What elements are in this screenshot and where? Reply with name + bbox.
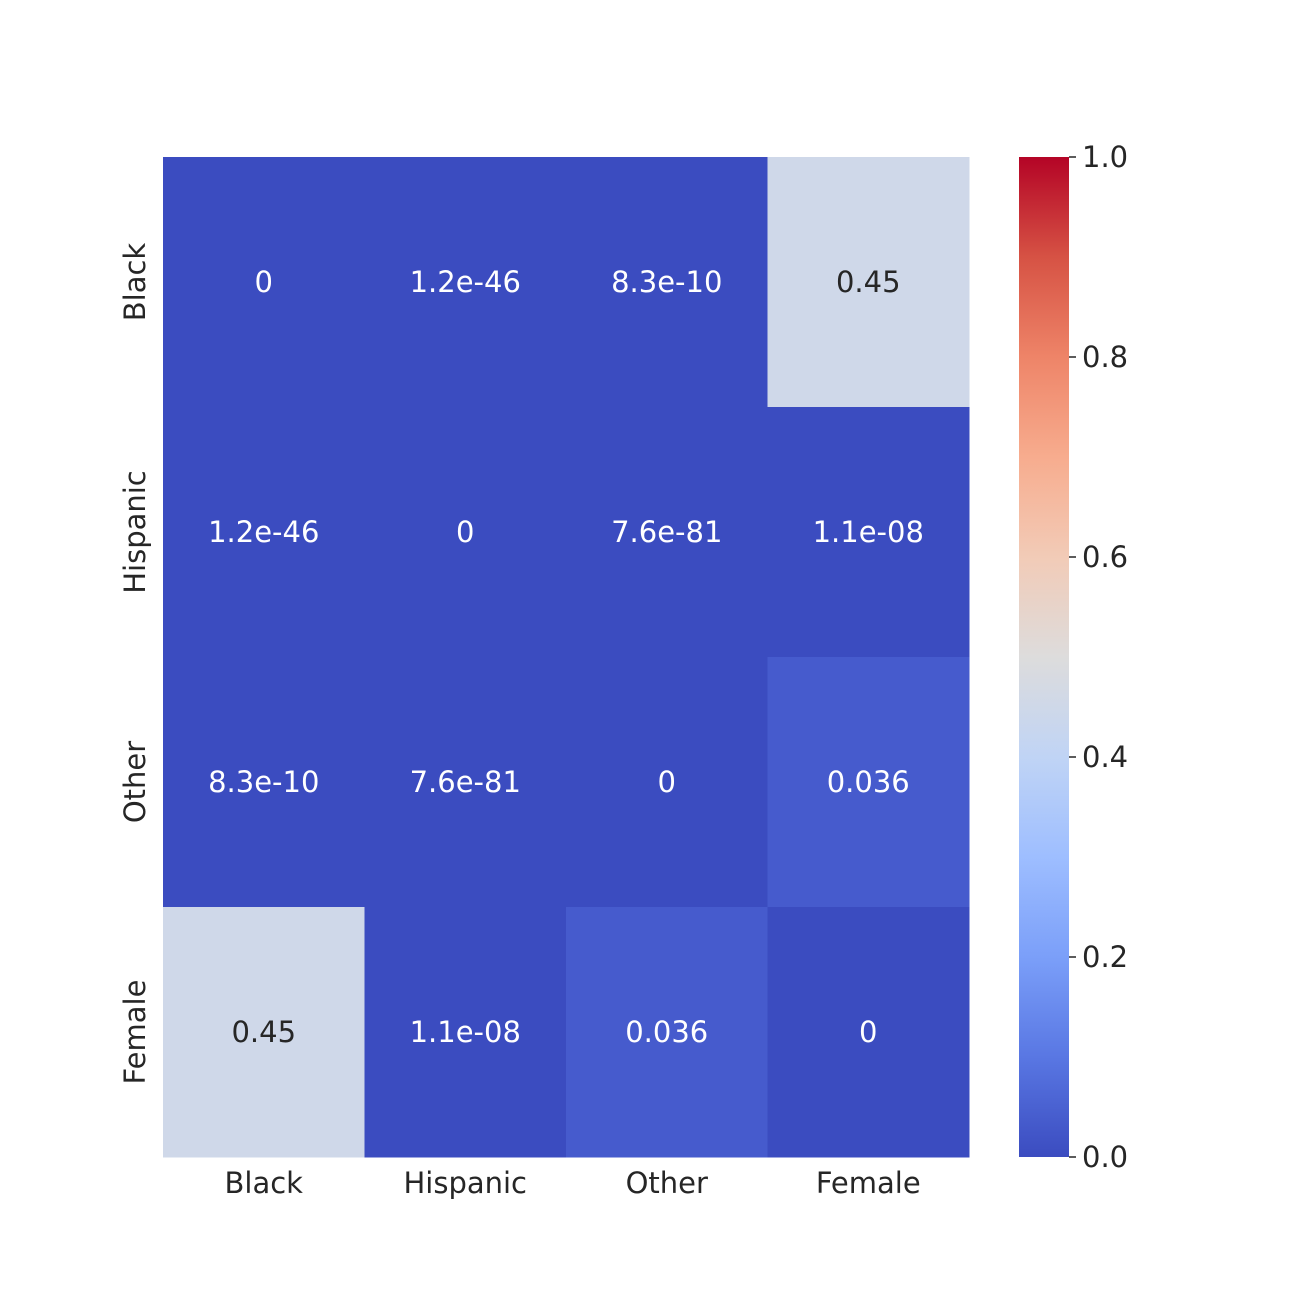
heatmap-cell-female-hispanic: [364, 907, 567, 1158]
cell-annotation-hispanic-other: 7.6e-81: [611, 515, 722, 549]
heatmap-cell-hispanic-other: [566, 407, 768, 658]
colorbar-ticks: 0.0 0.2 0.4 0.6 0.8 1.0: [1069, 140, 1128, 1174]
cell-annotation-female-female: 0: [859, 1015, 877, 1049]
heatmap-cell-other-other: [566, 657, 768, 908]
cell-annotation-hispanic-hispanic: 0: [456, 515, 474, 549]
y-tick-label-other: Other: [118, 741, 152, 823]
colorbar: [1019, 157, 1069, 1157]
cell-annotation-other-hispanic: 7.6e-81: [410, 765, 521, 799]
cell-annotation-black-hispanic: 1.2e-46: [410, 265, 521, 299]
cell-annotation-female-hispanic: 1.1e-08: [410, 1015, 521, 1049]
cell-annotation-black-black: 0: [255, 265, 273, 299]
y-axis-tick-labels: Black Hispanic Other Female: [118, 243, 152, 1085]
cell-annotation-black-other: 8.3e-10: [611, 265, 722, 299]
x-tick-label-other: Other: [626, 1166, 708, 1200]
colorbar-tick-label: 0.2: [1082, 940, 1128, 974]
heatmap-cell-hispanic-hispanic: [364, 407, 567, 658]
heatmap-annotations: 0 1.2e-46 8.3e-10 0.45 1.2e-46 0 7.6e-81 1.1e-0…: [208, 265, 924, 1049]
heatmap-cell-black-female: [767, 157, 970, 408]
heatmap-cell-other-hispanic: [364, 657, 567, 908]
cell-annotation-hispanic-black: 1.2e-46: [208, 515, 319, 549]
heatmap-cell-other-female: [767, 657, 970, 908]
x-tick-label-black: Black: [225, 1166, 304, 1200]
colorbar-tick-label: 0.4: [1082, 740, 1128, 774]
cell-annotation-female-other: 0.036: [625, 1015, 708, 1049]
cell-annotation-other-female: 0.036: [827, 765, 910, 799]
colorbar-tick-label: 0.0: [1082, 1140, 1128, 1174]
heatmap-cell-black-other: [566, 157, 768, 408]
heatmap-cells: [163, 157, 970, 1158]
heatmap-cell-female-other: [566, 907, 768, 1158]
cell-annotation-black-female: 0.45: [836, 265, 901, 299]
heatmap-cell-other-black: [163, 657, 365, 908]
cell-annotation-other-black: 8.3e-10: [208, 765, 319, 799]
y-tick-label-black: Black: [118, 243, 152, 322]
heatmap-cell-hispanic-female: [767, 407, 970, 658]
colorbar-tick-label: 0.8: [1082, 340, 1128, 374]
colorbar-tick-label: 1.0: [1082, 140, 1128, 174]
y-tick-label-female: Female: [118, 980, 152, 1085]
x-tick-label-female: Female: [816, 1166, 921, 1200]
y-tick-label-hispanic: Hispanic: [118, 470, 152, 594]
cell-annotation-hispanic-female: 1.1e-08: [813, 515, 924, 549]
heatmap-cell-hispanic-black: [163, 407, 365, 658]
heatmap-cell-female-female: [767, 907, 970, 1158]
heatmap-cell-black-black: [163, 157, 365, 408]
colorbar-tick-label: 0.6: [1082, 540, 1128, 574]
x-axis-tick-labels: Black Hispanic Other Female: [225, 1166, 921, 1200]
cell-annotation-female-black: 0.45: [231, 1015, 296, 1049]
heatmap-cell-female-black: [163, 907, 365, 1158]
cell-annotation-other-other: 0: [658, 765, 676, 799]
heatmap-cell-black-hispanic: [364, 157, 567, 408]
colorbar-gradient: [1019, 157, 1069, 1157]
x-tick-label-hispanic: Hispanic: [403, 1166, 527, 1200]
